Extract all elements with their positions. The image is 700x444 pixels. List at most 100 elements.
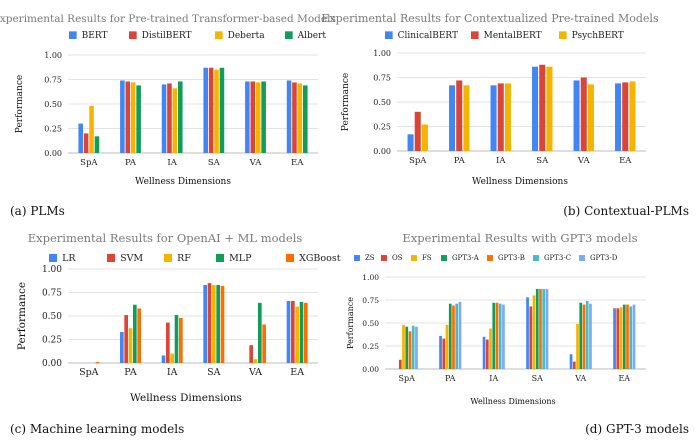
legend-swatch bbox=[129, 31, 137, 39]
bar-SpA-DistilBERT bbox=[83, 133, 89, 153]
bar-IA-GPT3-B bbox=[495, 302, 499, 369]
bar-SA-RF bbox=[212, 284, 216, 363]
legend-label: GPT3-C bbox=[544, 254, 571, 262]
bar-PA-MLP bbox=[133, 304, 137, 363]
y-tick-label: 1.00 bbox=[362, 273, 379, 282]
bar-IA-OS bbox=[485, 339, 489, 369]
bar-VA-Albert bbox=[261, 81, 266, 153]
x-tick-label: IA bbox=[167, 158, 177, 168]
legend-label: MentalBERT bbox=[484, 31, 542, 41]
legend-swatch bbox=[216, 253, 225, 262]
bar-VA-GPT3-D bbox=[589, 303, 592, 369]
bar-EA-GPT3-B bbox=[626, 304, 629, 369]
bar-EA-GPT3-C bbox=[629, 306, 633, 369]
x-tick-label: SA bbox=[208, 158, 221, 168]
y-tick-label: 0.25 bbox=[44, 125, 62, 134]
y-tick-label: 0.50 bbox=[362, 319, 379, 328]
bar-VA-SVM bbox=[249, 345, 253, 363]
y-tick-label: 1.00 bbox=[42, 265, 62, 275]
bar-SA-Albert bbox=[219, 67, 225, 153]
bar-PA-RF bbox=[128, 328, 133, 363]
y-tick-label: 1.00 bbox=[44, 51, 62, 60]
bar-SpA-XGBoost bbox=[95, 362, 100, 363]
bar-IA-DistilBERT bbox=[167, 83, 172, 153]
figure-caption: (d) GPT-3 models bbox=[585, 422, 689, 436]
legend-swatch bbox=[381, 255, 387, 261]
bar-VA-MLP bbox=[258, 302, 262, 363]
bar-IA-SVM bbox=[166, 322, 170, 363]
bar-PA-Albert bbox=[136, 85, 141, 153]
x-tick-label: EA bbox=[618, 374, 630, 383]
legend-swatch bbox=[285, 31, 293, 39]
bar-VA-GPT3-B bbox=[582, 304, 586, 369]
y-axis-label: Performance bbox=[15, 75, 25, 133]
legend-label: XGBoost bbox=[299, 253, 341, 264]
y-tick-label: 0.25 bbox=[373, 123, 391, 132]
bar-SpA-ClinicalBERT bbox=[407, 134, 414, 151]
bar-PA-ZS bbox=[439, 335, 442, 369]
legend-label: BERT bbox=[82, 31, 108, 41]
bar-SA-BERT bbox=[203, 67, 208, 153]
legend-label: GPT3-D bbox=[590, 254, 618, 262]
bar-EA-ClinicalBERT bbox=[615, 83, 622, 151]
bar-VA-DistilBERT bbox=[250, 81, 256, 153]
x-tick-label: SpA bbox=[80, 158, 98, 168]
legend-swatch bbox=[471, 31, 479, 39]
bar-SA-DistilBERT bbox=[208, 67, 214, 153]
bar-EA-MLP bbox=[299, 301, 304, 363]
x-tick-label: PA bbox=[445, 374, 456, 383]
legend-label: Albert bbox=[297, 31, 327, 41]
legend-swatch bbox=[559, 31, 567, 39]
legend-swatch bbox=[441, 255, 447, 261]
x-tick-label: SpA bbox=[79, 367, 99, 378]
bar-SA-GPT3-D bbox=[545, 288, 549, 369]
bar-EA-PsychBERT bbox=[629, 81, 636, 151]
legend-swatch bbox=[69, 31, 77, 39]
x-tick-label: PA bbox=[125, 158, 137, 168]
chart-panel-0: Experimental Results for Pre-trained Tra… bbox=[0, 13, 336, 218]
bar-IA-FS bbox=[489, 328, 492, 369]
bar-SA-GPT3-A bbox=[535, 288, 539, 369]
legend-swatch bbox=[286, 253, 295, 262]
x-tick-label: SA bbox=[532, 374, 543, 383]
bar-VA-XGBoost bbox=[262, 324, 266, 363]
bar-EA-SVM bbox=[291, 300, 295, 363]
legend-swatch bbox=[487, 255, 493, 261]
bar-SpA-FS bbox=[402, 324, 405, 369]
bar-VA-MentalBERT bbox=[580, 77, 587, 151]
bar-SpA-Albert bbox=[94, 136, 100, 153]
bar-EA-MentalBERT bbox=[622, 82, 629, 151]
bar-VA-ClinicalBERT bbox=[573, 80, 580, 151]
bar-PA-ClinicalBERT bbox=[449, 85, 456, 151]
y-axis-label: Performance bbox=[341, 73, 351, 131]
figure-caption: (b) Contextual-PLMs bbox=[563, 204, 689, 218]
y-tick-label: 0.75 bbox=[42, 289, 62, 299]
y-tick-label: 0.25 bbox=[42, 336, 62, 346]
bar-SA-LR bbox=[203, 284, 207, 363]
bar-SpA-OS bbox=[398, 359, 402, 369]
x-tick-label: SpA bbox=[399, 374, 416, 383]
bar-SpA-Deberta bbox=[89, 105, 94, 153]
bar-EA-XGBoost bbox=[304, 302, 308, 363]
bar-SA-XGBoost bbox=[220, 285, 225, 363]
bar-VA-FS bbox=[576, 323, 579, 369]
y-tick-label: 1.00 bbox=[373, 49, 391, 58]
bar-EA-OS bbox=[616, 308, 620, 369]
x-tick-label: IA bbox=[167, 367, 178, 378]
bar-IA-MentalBERT bbox=[497, 83, 504, 151]
y-tick-label: 0.75 bbox=[44, 76, 62, 85]
x-tick-label: SA bbox=[536, 156, 549, 166]
bar-IA-PsychBERT bbox=[504, 83, 511, 151]
x-tick-label: SA bbox=[207, 367, 221, 378]
bar-EA-FS bbox=[619, 307, 623, 369]
legend-swatch bbox=[533, 255, 539, 261]
figure-caption: (a) PLMs bbox=[10, 204, 65, 218]
bar-PA-LR bbox=[120, 331, 124, 363]
bar-SA-SVM bbox=[207, 283, 212, 363]
legend-label: FS bbox=[422, 254, 432, 262]
legend-swatch bbox=[107, 253, 116, 262]
bar-IA-GPT3-D bbox=[502, 304, 505, 369]
chart-title: Experimental Results for OpenAI + ML mod… bbox=[28, 231, 303, 245]
bar-PA-MentalBERT bbox=[456, 80, 463, 151]
